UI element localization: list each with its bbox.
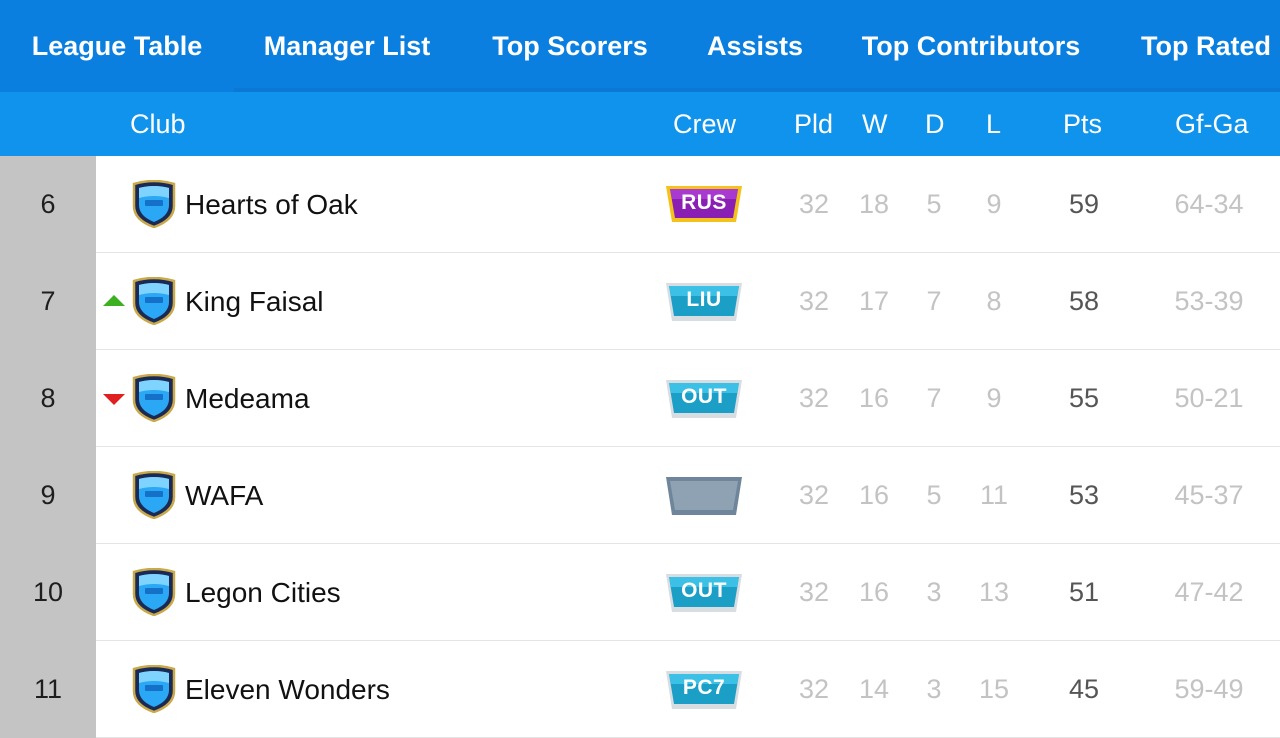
played-cell: 32 [798, 189, 830, 219]
club-crest-icon [132, 277, 176, 325]
crew-code: PC7 [682, 676, 726, 699]
goals-cell: 45-37 [1174, 480, 1244, 510]
club-crest-icon [132, 568, 176, 616]
drawn-cell: 7 [926, 286, 942, 316]
crew-badge-empty[interactable] [664, 475, 744, 519]
position-down-icon [103, 394, 125, 405]
points-cell: 59 [1068, 189, 1100, 219]
club-name[interactable]: Hearts of Oak [185, 189, 358, 220]
crew-badge-teal-icon [666, 380, 742, 418]
points-cell: 45 [1068, 674, 1100, 704]
rank-cell: 9 [0, 447, 96, 544]
points-cell: 53 [1068, 480, 1100, 510]
points-cell: 58 [1068, 286, 1100, 316]
crew-badge-teal-icon [666, 283, 742, 321]
column-crew[interactable]: Crew [673, 109, 737, 139]
table-row[interactable]: 8 Medeama OUT 32 16 7 9 55 50-21 [0, 350, 1280, 447]
empty-crew-badge-icon [666, 477, 742, 515]
played-cell: 32 [798, 480, 830, 510]
club-crest-icon [132, 374, 176, 422]
crew-badge[interactable]: OUT [664, 378, 744, 422]
tab-manager-list[interactable]: Manager List [263, 30, 431, 61]
crew-badge-purple-icon [666, 186, 742, 222]
rank-cell: 7 [0, 253, 96, 350]
rank-cell: 6 [0, 156, 96, 253]
tab-bar: League Table Manager List Top Scorers As… [0, 0, 1280, 92]
table-row[interactable]: 10 Legon Cities OUT 32 16 3 13 51 47-42 [0, 544, 1280, 641]
club-crest-icon [132, 180, 176, 228]
crew-badge-teal-icon [666, 671, 742, 709]
rank-cell: 11 [0, 641, 96, 738]
column-lost[interactable]: L [986, 109, 1002, 139]
table-row[interactable]: 11 Eleven Wonders PC7 32 14 3 15 45 59-4… [0, 641, 1280, 738]
won-cell: 16 [858, 577, 890, 607]
table-header: Club Crew Pld W D L Pts Gf-Ga [0, 92, 1280, 156]
column-won[interactable]: W [862, 109, 888, 139]
drawn-cell: 3 [926, 577, 942, 607]
points-cell: 55 [1068, 383, 1100, 413]
goals-cell: 53-39 [1174, 286, 1244, 316]
drawn-cell: 5 [926, 189, 942, 219]
played-cell: 32 [798, 286, 830, 316]
played-cell: 32 [798, 383, 830, 413]
club-crest-icon [132, 471, 176, 519]
crew-code: LIU [686, 288, 722, 311]
goals-cell: 59-49 [1174, 674, 1244, 704]
lost-cell: 11 [979, 480, 1009, 510]
lost-cell: 9 [986, 189, 1002, 219]
table-row[interactable]: 6 Hearts of Oak RUS 32 18 5 9 59 64-34 [0, 156, 1280, 253]
club-name[interactable]: Eleven Wonders [185, 674, 390, 705]
lost-cell: 13 [978, 577, 1010, 607]
tab-league-table[interactable]: League Table [0, 0, 234, 92]
column-club[interactable]: Club [130, 109, 186, 139]
drawn-cell: 5 [926, 480, 942, 510]
table-row[interactable]: 9 WAFA 32 16 5 11 53 45-37 [0, 447, 1280, 544]
league-table: 6 Hearts of Oak RUS 32 18 5 9 59 64-34 7 [0, 156, 1280, 738]
crew-badge-teal-icon [666, 574, 742, 612]
club-name[interactable]: Legon Cities [185, 577, 341, 608]
won-cell: 14 [858, 674, 890, 704]
tab-top-rated[interactable]: Top Rated [1141, 30, 1271, 61]
crew-badge[interactable]: LIU [664, 281, 744, 325]
column-goals[interactable]: Gf-Ga [1175, 109, 1249, 139]
goals-cell: 47-42 [1174, 577, 1244, 607]
crew-code [664, 475, 744, 513]
crew-code: OUT [681, 579, 727, 602]
played-cell: 32 [798, 577, 830, 607]
lost-cell: 8 [986, 286, 1002, 316]
goals-cell: 64-34 [1174, 189, 1244, 219]
lost-cell: 9 [986, 383, 1002, 413]
won-cell: 18 [858, 189, 890, 219]
won-cell: 16 [858, 480, 890, 510]
won-cell: 17 [858, 286, 890, 316]
position-up-icon [103, 295, 125, 306]
won-cell: 16 [858, 383, 890, 413]
table-row[interactable]: 7 King Faisal LIU 32 17 7 8 58 53-39 [0, 253, 1280, 350]
club-name[interactable]: WAFA [185, 480, 264, 511]
crew-badge[interactable]: RUS [664, 184, 744, 228]
club-crest-icon [132, 665, 176, 713]
column-drawn[interactable]: D [925, 109, 945, 139]
club-name[interactable]: King Faisal [185, 286, 324, 317]
crew-code: OUT [681, 385, 727, 408]
club-name[interactable]: Medeama [185, 383, 310, 414]
tab-top-contributors[interactable]: Top Contributors [861, 30, 1081, 61]
points-cell: 51 [1068, 577, 1100, 607]
tab-assists[interactable]: Assists [706, 30, 804, 61]
rank-cell: 8 [0, 350, 96, 447]
column-played[interactable]: Pld [794, 109, 834, 139]
crew-code: RUS [681, 191, 727, 214]
crew-badge[interactable]: OUT [664, 572, 744, 616]
goals-cell: 50-21 [1174, 383, 1244, 413]
tab-top-scorers[interactable]: Top Scorers [492, 30, 648, 61]
column-points[interactable]: Pts [1063, 109, 1103, 139]
played-cell: 32 [798, 674, 830, 704]
drawn-cell: 3 [926, 674, 942, 704]
crew-badge[interactable]: PC7 [664, 669, 744, 713]
lost-cell: 15 [978, 674, 1010, 704]
rank-cell: 10 [0, 544, 96, 641]
tab-divider [234, 88, 1280, 92]
drawn-cell: 7 [926, 383, 942, 413]
